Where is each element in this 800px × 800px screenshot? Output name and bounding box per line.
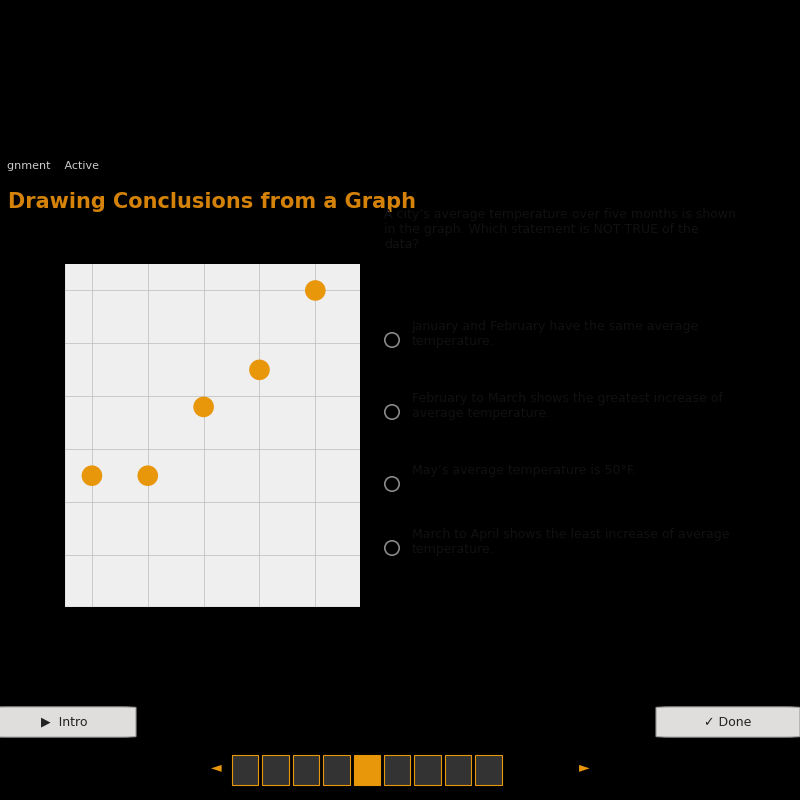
Point [309, 284, 322, 297]
Text: February to March shows the greatest increase of
average temperature.: February to March shows the greatest inc… [412, 392, 723, 420]
Text: May’s average temperature is 50°F.: May’s average temperature is 50°F. [412, 464, 636, 477]
Text: ✓ Done: ✓ Done [704, 715, 752, 729]
Point [142, 470, 154, 482]
Bar [293, 755, 319, 785]
Text: ◄: ◄ [210, 760, 222, 774]
X-axis label: Month: Month [190, 634, 234, 646]
Bar [354, 755, 380, 785]
Y-axis label: Temperature (°F): Temperature (°F) [26, 389, 36, 483]
Bar [232, 755, 258, 785]
FancyBboxPatch shape [656, 707, 800, 737]
Point [86, 470, 98, 482]
Bar [323, 755, 350, 785]
Bar [414, 755, 441, 785]
Text: y: y [19, 240, 28, 254]
Text: Drawing Conclusions from a Graph: Drawing Conclusions from a Graph [8, 192, 416, 212]
Text: ▶  Intro: ▶ Intro [41, 715, 87, 729]
FancyBboxPatch shape [0, 707, 136, 737]
Text: Average Temperature: Average Temperature [64, 245, 214, 258]
Text: January and February have the same average
temperature.: January and February have the same avera… [412, 320, 699, 348]
Text: A city’s average temperature over five months is shown
in the graph. Which state: A city’s average temperature over five m… [384, 208, 736, 251]
Text: x: x [374, 612, 383, 625]
Bar [262, 755, 289, 785]
Point [253, 363, 266, 376]
Bar [384, 755, 410, 785]
Text: gnment    Active: gnment Active [6, 161, 99, 171]
Bar [475, 755, 502, 785]
Text: March to April shows the least increase of average
temperature.: March to April shows the least increase … [412, 528, 730, 556]
Text: ►: ► [578, 760, 590, 774]
Point [198, 401, 210, 414]
Bar [445, 755, 471, 785]
